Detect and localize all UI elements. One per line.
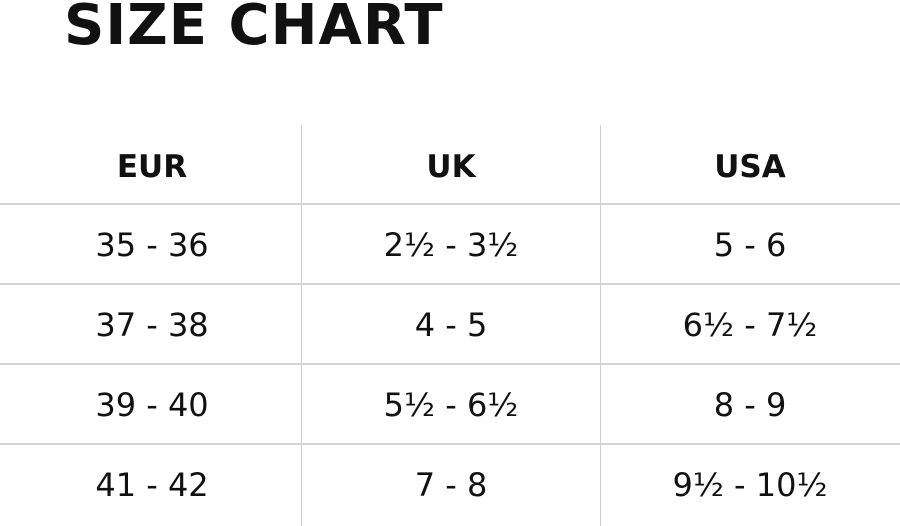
table-cell: 7 - 8 bbox=[414, 466, 488, 504]
row-divider bbox=[0, 443, 900, 445]
table-cell: 35 - 36 bbox=[95, 226, 209, 264]
header-usa: USA bbox=[714, 149, 786, 185]
table-cell: 37 - 38 bbox=[95, 306, 209, 344]
page-title: SIZE CHART bbox=[64, 0, 444, 58]
table-cell: 8 - 9 bbox=[713, 386, 787, 424]
table-cell: 5½ - 6½ bbox=[383, 386, 519, 424]
column-divider bbox=[600, 125, 601, 526]
header-eur: EUR bbox=[116, 149, 188, 185]
table-cell: 5 - 6 bbox=[713, 226, 787, 264]
row-divider bbox=[0, 203, 900, 205]
row-divider bbox=[0, 283, 900, 285]
row-divider bbox=[0, 363, 900, 365]
table-cell: 2½ - 3½ bbox=[383, 226, 519, 264]
table-cell: 6½ - 7½ bbox=[682, 306, 818, 344]
column-divider bbox=[301, 125, 302, 526]
header-uk: UK bbox=[426, 149, 476, 185]
table-cell: 41 - 42 bbox=[95, 466, 209, 504]
table-cell: 9½ - 10½ bbox=[672, 466, 828, 504]
table-cell: 4 - 5 bbox=[414, 306, 488, 344]
table-cell: 39 - 40 bbox=[95, 386, 209, 424]
